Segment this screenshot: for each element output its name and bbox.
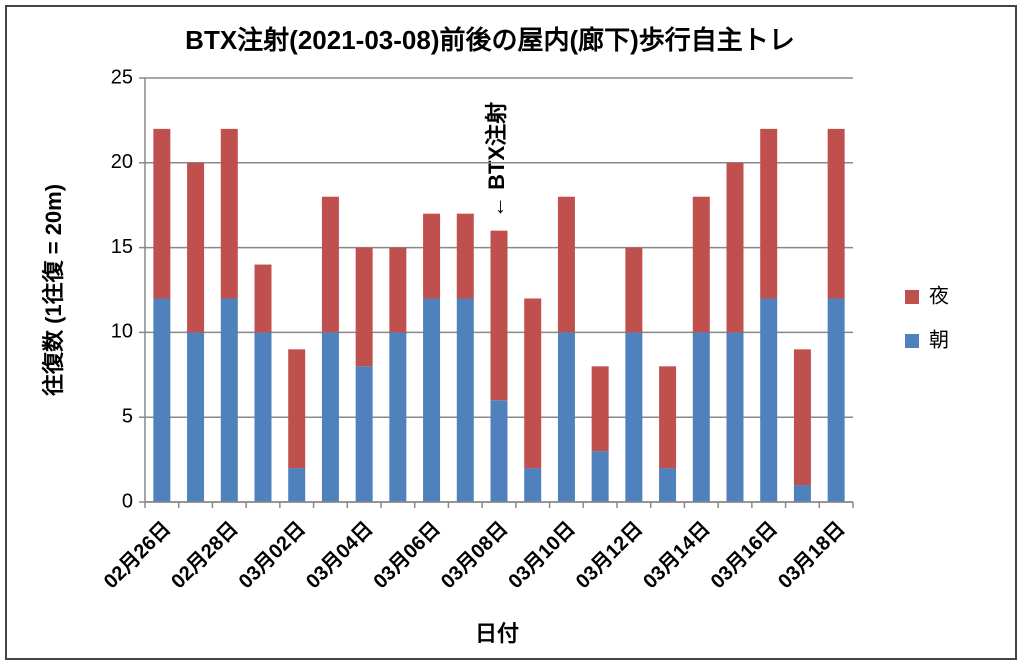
y-tick-label: 10 xyxy=(111,321,133,343)
bar-segment xyxy=(827,298,845,502)
bar-segment xyxy=(760,298,778,502)
bar-segment xyxy=(456,213,474,299)
bar-segment xyxy=(692,196,710,333)
bar-segment xyxy=(389,247,407,333)
legend-swatch xyxy=(905,334,919,348)
bar-segment xyxy=(726,162,744,333)
bar-segment xyxy=(389,332,407,502)
y-tick-label: 5 xyxy=(122,405,133,427)
y-tick-label: 25 xyxy=(111,66,133,88)
bar-segment xyxy=(625,332,643,502)
bar-segment xyxy=(827,128,845,299)
bar-segment xyxy=(254,332,272,502)
bar-segment xyxy=(355,247,373,367)
y-tick-label: 0 xyxy=(122,490,133,512)
bar-segment xyxy=(490,400,508,502)
bar-segment xyxy=(220,128,238,299)
bar-segment xyxy=(524,298,542,469)
bar-segment xyxy=(153,298,171,502)
bar-segment xyxy=(187,332,205,502)
bar-segment xyxy=(692,332,710,502)
bar-segment xyxy=(220,298,238,502)
bar-segment xyxy=(625,247,643,333)
bar-segment xyxy=(793,485,811,502)
bar-segment xyxy=(321,196,339,333)
y-tick-label: 20 xyxy=(111,151,133,173)
bar-segment xyxy=(288,468,306,502)
bar-segment xyxy=(153,128,171,299)
bar-segment xyxy=(591,451,609,502)
bar-segment xyxy=(423,298,441,502)
bar-segment xyxy=(726,332,744,502)
bar-segment xyxy=(423,213,441,299)
bar-segment xyxy=(557,332,575,502)
y-tick-label: 15 xyxy=(111,236,133,258)
bar-segment xyxy=(659,366,677,469)
bar-segment xyxy=(321,332,339,502)
chart-title: BTX注射(2021-03-08)前後の屋内(廊下)歩行自主トレ xyxy=(185,25,795,55)
annotation: ← BTX注射 xyxy=(484,102,509,218)
bar-segment xyxy=(524,468,542,502)
y-axis-label: 往復数 (1往復 = 20m) xyxy=(41,184,66,396)
bar-segment xyxy=(591,366,609,452)
bar-segment xyxy=(557,196,575,333)
bar-segment xyxy=(288,349,306,469)
legend-label: 朝 xyxy=(929,328,949,351)
bar-segment xyxy=(355,366,373,502)
bar-segment xyxy=(187,162,205,333)
bar-segment xyxy=(254,264,272,333)
legend-label: 夜 xyxy=(929,284,949,307)
x-axis-label: 日付 xyxy=(475,621,519,646)
bar-segment xyxy=(456,298,474,502)
bar-segment xyxy=(659,468,677,502)
bar-segment xyxy=(760,128,778,299)
bar-segment xyxy=(490,230,508,401)
bar-segment xyxy=(793,349,811,486)
legend-swatch xyxy=(905,290,919,304)
